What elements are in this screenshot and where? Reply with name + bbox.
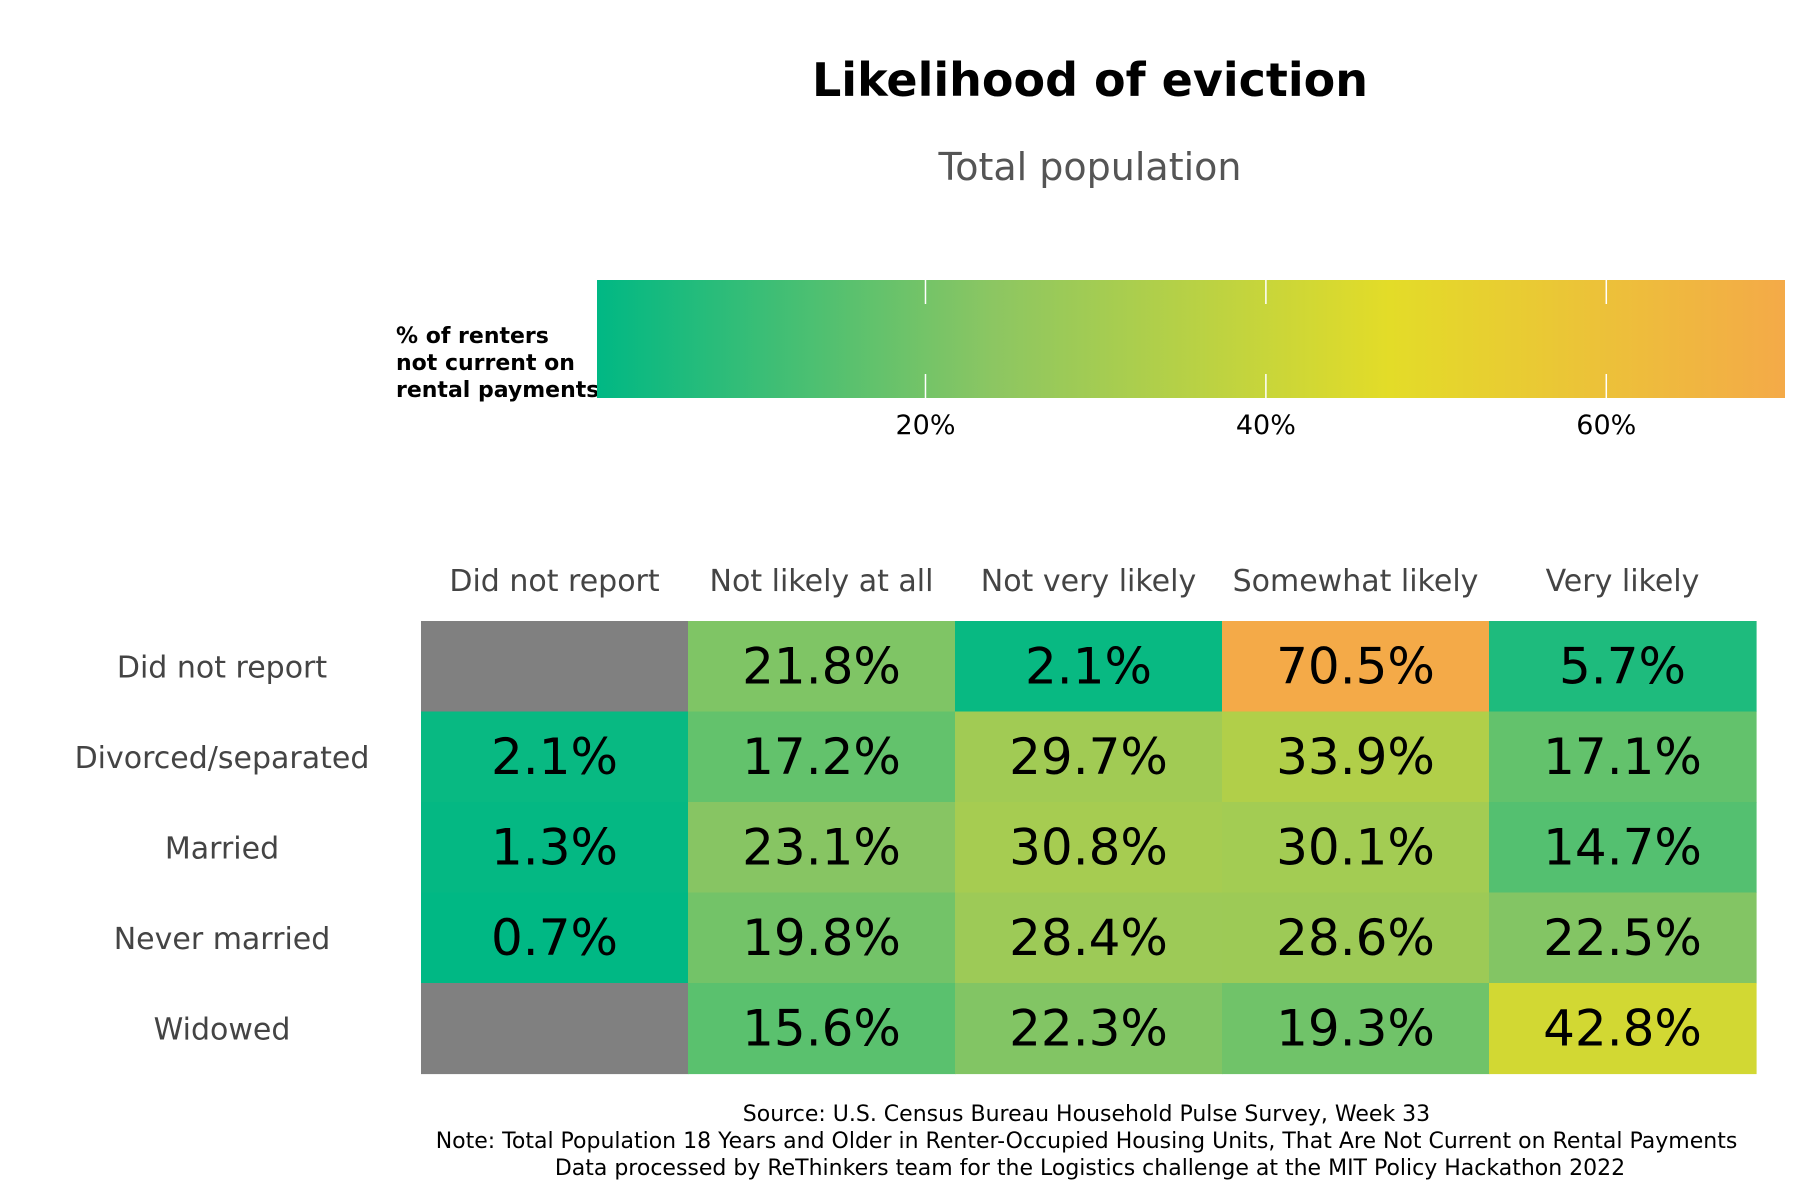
- column-header: Very likely: [1546, 564, 1700, 599]
- legend-title-line: not current on: [396, 351, 575, 376]
- cell-value-label: 15.6%: [742, 999, 901, 1057]
- heatmap-cell: [1222, 621, 1490, 713]
- heatmap-cell: [421, 621, 689, 713]
- caption-line: Source: U.S. Census Bureau Household Pul…: [743, 1102, 1430, 1127]
- cell-value-label: 30.8%: [1009, 818, 1168, 876]
- heatmap-cell: [955, 892, 1223, 984]
- heatmap-cell: [1222, 983, 1490, 1075]
- heatmap-cell: [1222, 711, 1490, 803]
- chart-subtitle: Total population: [937, 145, 1241, 189]
- chart-title: Likelihood of eviction: [812, 53, 1368, 107]
- column-header: Not likely at all: [710, 564, 934, 599]
- cell-value-label: 22.3%: [1009, 999, 1168, 1057]
- cell-value-label: 33.9%: [1276, 728, 1435, 786]
- heatmap-cell: [1489, 892, 1757, 984]
- cell-value-label: 17.2%: [742, 728, 901, 786]
- cell-value-label: 0.7%: [491, 909, 618, 967]
- cell-value-label: 28.6%: [1276, 909, 1435, 967]
- legend-tick-label: 60%: [1576, 410, 1636, 441]
- heatmap-cell: [1489, 711, 1757, 803]
- row-header: Did not report: [117, 650, 328, 685]
- legend-title-line: rental payments: [396, 378, 599, 403]
- row-header: Never married: [114, 922, 331, 957]
- legend-color-bar: [597, 280, 1785, 398]
- column-header: Somewhat likely: [1233, 564, 1479, 599]
- cell-value-label: 70.5%: [1276, 637, 1435, 695]
- row-header: Divorced/separated: [75, 741, 370, 776]
- heatmap-cell: [1222, 802, 1490, 894]
- legend-title-line: % of renters: [396, 324, 549, 349]
- column-header: Did not report: [449, 564, 660, 599]
- heatmap-cell: [421, 983, 689, 1075]
- color-legend: % of renters not current on rental payme…: [396, 280, 1785, 441]
- caption-line: Note: Total Population 18 Years and Olde…: [436, 1129, 1738, 1154]
- cell-value-label: 29.7%: [1009, 728, 1168, 786]
- heatmap-cell: [421, 892, 689, 984]
- cell-value-label: 1.3%: [491, 818, 618, 876]
- heatmap-cell: [955, 983, 1223, 1075]
- cell-value-label: 5.7%: [1559, 637, 1686, 695]
- heatmap-cell: [688, 802, 956, 894]
- heatmap-cell: [421, 802, 689, 894]
- heatmap-cell: [955, 711, 1223, 803]
- heatmap-cell: [688, 892, 956, 984]
- cell-value-label: 42.8%: [1543, 999, 1702, 1057]
- cell-value-label: 30.1%: [1276, 818, 1435, 876]
- cell-value-label: 19.3%: [1276, 999, 1435, 1057]
- legend-title: % of renters not current on rental payme…: [396, 324, 599, 403]
- heatmap-cell: [1489, 621, 1757, 713]
- cell-value-label: 22.5%: [1543, 909, 1702, 967]
- heatmap-cell: [1489, 983, 1757, 1075]
- cell-value-label: 19.8%: [742, 909, 901, 967]
- legend-tick-label: 40%: [1236, 410, 1296, 441]
- heatmap-cell: [955, 621, 1223, 713]
- legend-tick-label: 20%: [895, 410, 955, 441]
- row-header: Married: [165, 831, 279, 866]
- row-header: Widowed: [154, 1012, 291, 1047]
- cell-value-label: 17.1%: [1543, 728, 1702, 786]
- heatmap-cell: [688, 711, 956, 803]
- column-header: Not very likely: [981, 564, 1196, 599]
- cell-value-label: 23.1%: [742, 818, 901, 876]
- heatmap-cell: [1489, 802, 1757, 894]
- heatmap-cell: [955, 802, 1223, 894]
- caption-line: Data processed by ReThinkers team for th…: [555, 1156, 1625, 1181]
- cell-value-label: 21.8%: [742, 637, 901, 695]
- cell-value-label: 28.4%: [1009, 909, 1168, 967]
- heatmap-cell: [688, 621, 956, 713]
- cell-value-label: 14.7%: [1543, 818, 1702, 876]
- heatmap-cell: [1222, 892, 1490, 984]
- heatmap-cell: [421, 711, 689, 803]
- chart-caption: Source: U.S. Census Bureau Household Pul…: [436, 1102, 1745, 1181]
- heatmap-cell: [688, 983, 956, 1075]
- cell-value-label: 2.1%: [1025, 637, 1152, 695]
- cell-value-label: 2.1%: [491, 728, 618, 786]
